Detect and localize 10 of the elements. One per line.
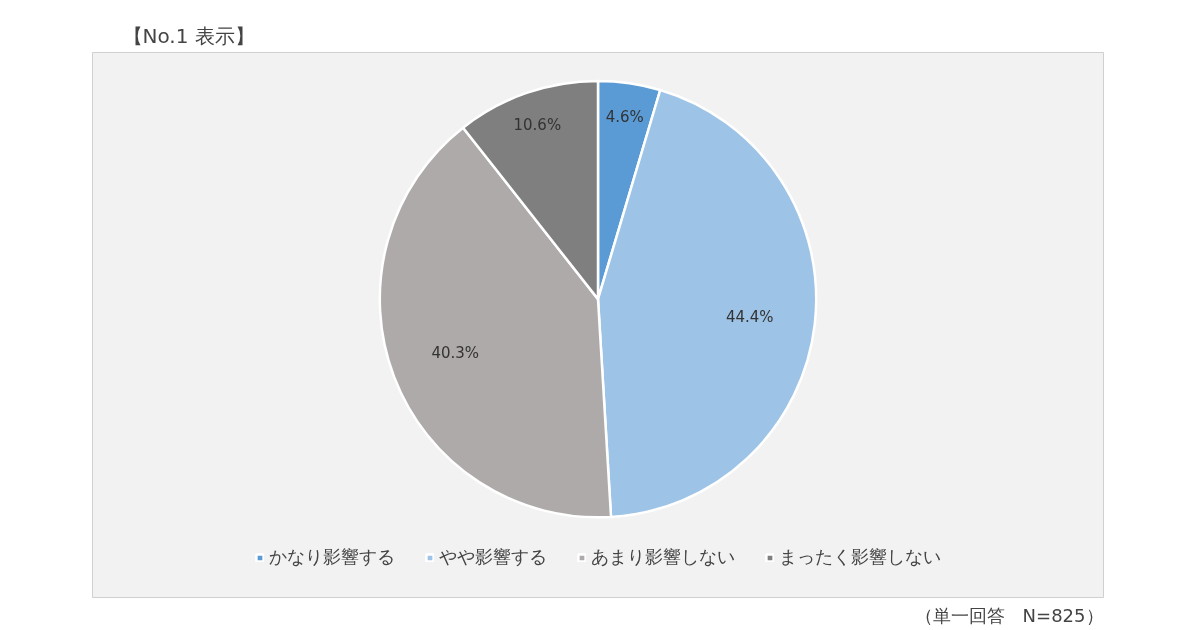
data-label: 4.6% (605, 107, 644, 126)
text: （単一回答 N=825） (914, 604, 1104, 626)
data-label: 40.3% (431, 344, 480, 363)
data-label: 44.4% (725, 307, 774, 326)
data-label: 10.6% (513, 116, 562, 134)
legend-label: あまり影響しない (590, 545, 735, 569)
legend-label: やや影響する (438, 545, 547, 569)
legend-label: まったく影響しない (778, 545, 941, 569)
legend-label: かなり影響する (268, 545, 395, 569)
chart-title: 【No.1 表示】 (122, 23, 255, 48)
